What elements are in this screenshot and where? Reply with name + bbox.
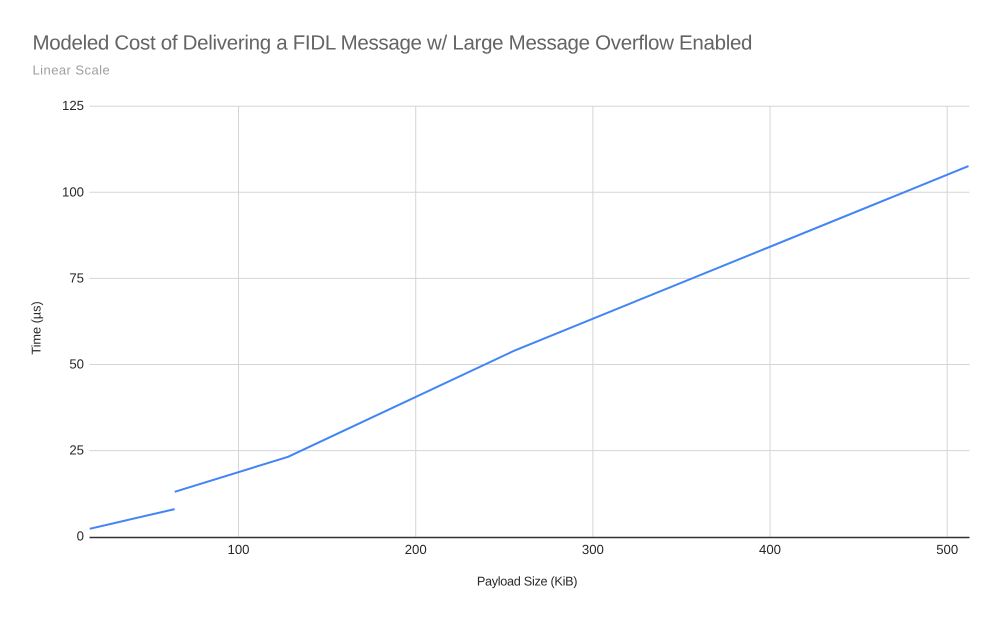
svg-text:50: 50 — [69, 357, 84, 372]
svg-text:100: 100 — [227, 542, 249, 557]
svg-text:500: 500 — [936, 542, 958, 557]
svg-text:Linear Scale: Linear Scale — [33, 63, 111, 78]
svg-text:300: 300 — [582, 542, 604, 557]
svg-text:125: 125 — [62, 98, 84, 113]
svg-text:Modeled Cost of Delivering a F: Modeled Cost of Delivering a FIDL Messag… — [33, 32, 753, 55]
svg-text:200: 200 — [405, 542, 427, 557]
svg-text:0: 0 — [77, 529, 84, 544]
svg-text:100: 100 — [62, 184, 84, 199]
svg-text:25: 25 — [69, 443, 84, 458]
svg-text:400: 400 — [759, 542, 781, 557]
svg-text:75: 75 — [69, 270, 84, 285]
svg-text:Payload Size (KiB): Payload Size (KiB) — [477, 574, 577, 588]
svg-text:Time (µs): Time (µs) — [30, 301, 44, 354]
